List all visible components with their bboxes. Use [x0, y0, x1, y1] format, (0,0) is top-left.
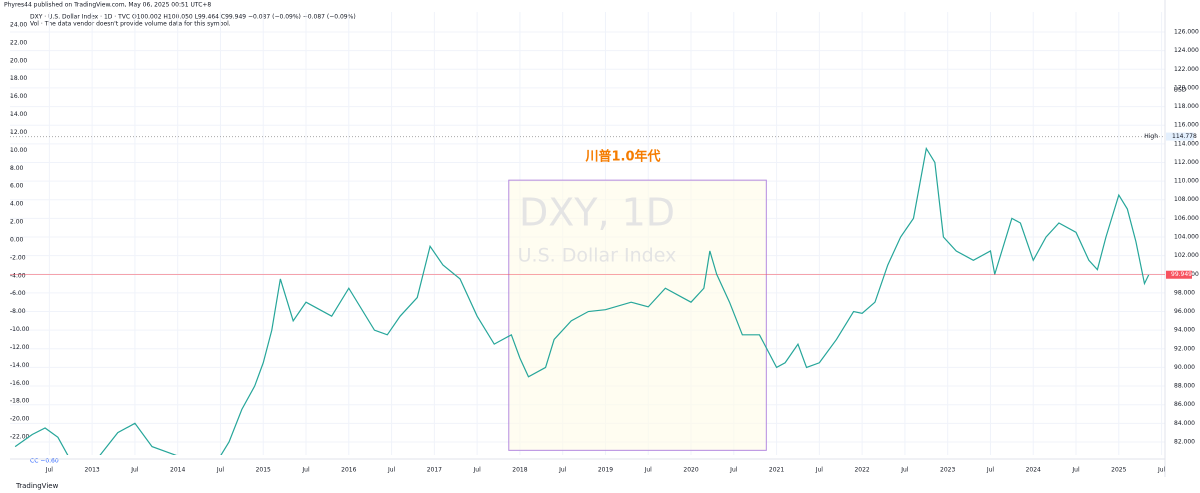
unit-label: USD — [1174, 87, 1187, 94]
y2-tick-label: -8.00 — [10, 308, 26, 315]
y2-tick-label: 24.00 — [10, 21, 27, 28]
price-label: 99.949 — [1171, 271, 1192, 278]
y2-tick-label: -22.00 — [10, 433, 30, 440]
y2-tick-label: 20.00 — [10, 57, 27, 64]
y2-tick-label: -20.00 — [10, 416, 30, 423]
x-tick-label: 2018 — [512, 467, 527, 474]
high-name: High — [1144, 133, 1158, 140]
left-axis-note: CC −0.60 — [30, 458, 59, 465]
price-label-box — [1166, 270, 1192, 279]
y-tick-label: 126.000 — [1174, 29, 1199, 36]
x-tick-label: Jul — [130, 467, 139, 474]
y-tick-label: 114.000 — [1174, 140, 1199, 147]
price-line-series — [14, 146, 1150, 455]
high-label: 114.778 — [1172, 133, 1197, 140]
volume-note: Vol · The data vendor doesn't provide vo… — [30, 21, 231, 28]
x-tick-label: 2020 — [683, 467, 698, 474]
x-tick-label: 2014 — [170, 467, 185, 474]
high-label-box — [1166, 132, 1194, 141]
x-tick-label: Jul — [900, 467, 909, 474]
y-tick-label: 124.000 — [1174, 47, 1199, 54]
y-tick-label: 106.000 — [1174, 215, 1199, 222]
x-tick-label: 2016 — [341, 467, 356, 474]
x-tick-label: Jul — [644, 467, 653, 474]
x-tick-label: 2019 — [598, 467, 613, 474]
y-tick-label: 86.000 — [1174, 401, 1195, 408]
x-tick-label: Jul — [387, 467, 396, 474]
y-tick-label: 122.000 — [1174, 66, 1199, 73]
x-tick-label: Jul — [1071, 467, 1080, 474]
x-tick-label: 2017 — [427, 467, 442, 474]
y-tick-label: 120.000 — [1174, 84, 1199, 91]
y-tick-label: 110.000 — [1174, 178, 1199, 185]
y-tick-label: 98.000 — [1174, 289, 1195, 296]
annotation-text: 川普1.0年代 — [584, 149, 660, 165]
y2-tick-label: -12.00 — [10, 344, 30, 351]
y2-tick-label: 18.00 — [10, 75, 27, 82]
y2-tick-label: 12.00 — [10, 129, 27, 136]
x-tick-label: Jul — [986, 467, 995, 474]
watermark-title: DXY, 1D — [519, 191, 675, 235]
x-tick-label: 2021 — [769, 467, 784, 474]
y-tick-label: 84.000 — [1174, 420, 1195, 427]
y-tick-label: 102.000 — [1174, 252, 1199, 259]
y2-tick-label: -10.00 — [10, 326, 30, 333]
y2-tick-label: -2.00 — [10, 254, 26, 261]
y-tick-label: 104.000 — [1174, 233, 1199, 240]
y-tick-label: 118.000 — [1174, 103, 1199, 110]
y-tick-label: 88.000 — [1174, 383, 1195, 390]
x-tick-label: Jul — [45, 467, 54, 474]
x-tick-label: 2023 — [940, 467, 955, 474]
y-tick-label: 90.000 — [1174, 364, 1195, 371]
x-tick-label: Jul — [473, 467, 482, 474]
y-tick-label: 82.000 — [1174, 438, 1195, 445]
y-tick-label: 108.000 — [1174, 196, 1199, 203]
y2-tick-label: 16.00 — [10, 93, 27, 100]
x-tick-label: Jul — [558, 467, 567, 474]
x-tick-label: Jul — [301, 467, 310, 474]
y2-tick-label: 2.00 — [10, 219, 24, 226]
x-tick-label: 2024 — [1026, 467, 1041, 474]
y2-tick-label: 10.00 — [10, 147, 27, 154]
y2-tick-label: 4.00 — [10, 201, 24, 208]
x-tick-label: Jul — [729, 467, 738, 474]
x-tick-label: Jul — [815, 467, 824, 474]
y2-tick-label: -18.00 — [10, 398, 30, 405]
annotation-box — [508, 179, 767, 451]
watermark-subtitle: U.S. Dollar Index — [518, 245, 677, 267]
footer: TradingView — [15, 482, 59, 490]
x-tick-label: 2013 — [84, 467, 99, 474]
y2-tick-label: 0.00 — [10, 236, 24, 243]
x-tick-label: 2025 — [1111, 467, 1126, 474]
y-tick-label: 94.000 — [1174, 327, 1195, 334]
header: Phyres44 published on TradingView.com, M… — [4, 2, 211, 9]
y2-tick-label: -14.00 — [10, 362, 30, 369]
y2-tick-label: -16.00 — [10, 380, 30, 387]
x-tick-label: 2015 — [256, 467, 271, 474]
y-tick-label: 116.000 — [1174, 122, 1199, 129]
x-tick-label: Jul — [216, 467, 225, 474]
y2-tick-label: -6.00 — [10, 290, 26, 297]
y-tick-label: 112.000 — [1174, 159, 1199, 166]
y2-tick-label: 8.00 — [10, 165, 24, 172]
legend: DXY · U.S. Dollar Index · 1D · TVC O100.… — [30, 14, 356, 21]
y-tick-label: 92.000 — [1174, 345, 1195, 352]
y2-tick-label: 14.00 — [10, 111, 27, 118]
y2-tick-label: 6.00 — [10, 183, 24, 190]
x-tick-label: Jul — [1157, 467, 1166, 474]
y2-tick-label: 22.00 — [10, 39, 27, 46]
y2-tick-label: -4.00 — [10, 272, 26, 279]
y-tick-label: 96.000 — [1174, 308, 1195, 315]
x-tick-label: 2022 — [854, 467, 869, 474]
